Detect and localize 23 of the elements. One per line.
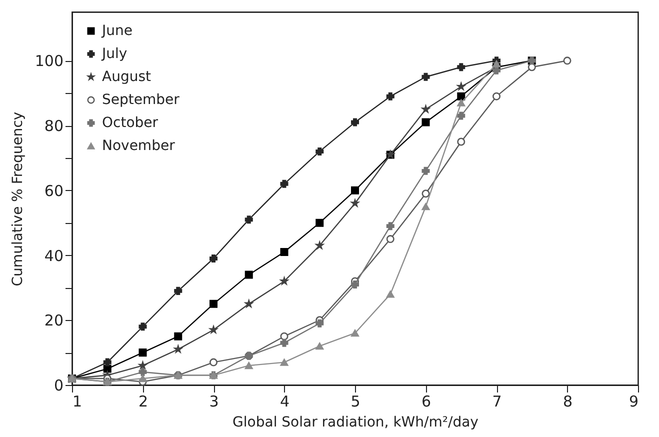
legend-label: August <box>102 69 152 85</box>
x-tick-label: 6 <box>421 392 432 410</box>
y-tick-label: 0 <box>54 376 64 394</box>
y-tick-label: 20 <box>44 312 64 330</box>
y-tick-label: 100 <box>34 52 64 70</box>
legend-label: July <box>101 46 128 62</box>
x-axis-title: Global Solar radiation, kWh/m²/day <box>232 414 478 430</box>
legend-label: September <box>102 92 180 108</box>
x-tick-label: 7 <box>492 392 502 410</box>
y-tick-label: 80 <box>44 117 64 136</box>
y-tick-label: 60 <box>44 182 64 200</box>
x-tick-label: 9 <box>628 392 638 410</box>
y-tick-label: 40 <box>44 246 64 265</box>
x-tick-label: 3 <box>209 392 219 410</box>
x-tick-label: 4 <box>280 392 290 410</box>
x-tick-label: 1 <box>72 392 82 410</box>
legend-label: November <box>102 138 176 154</box>
y-axis-title: Cumulative % Frequency <box>10 112 26 286</box>
legend-label: June <box>101 23 132 39</box>
legend-label: October <box>102 115 158 131</box>
x-tick-label: 2 <box>138 392 148 410</box>
x-tick-label: 8 <box>562 392 573 410</box>
x-tick-label: 5 <box>350 392 360 410</box>
